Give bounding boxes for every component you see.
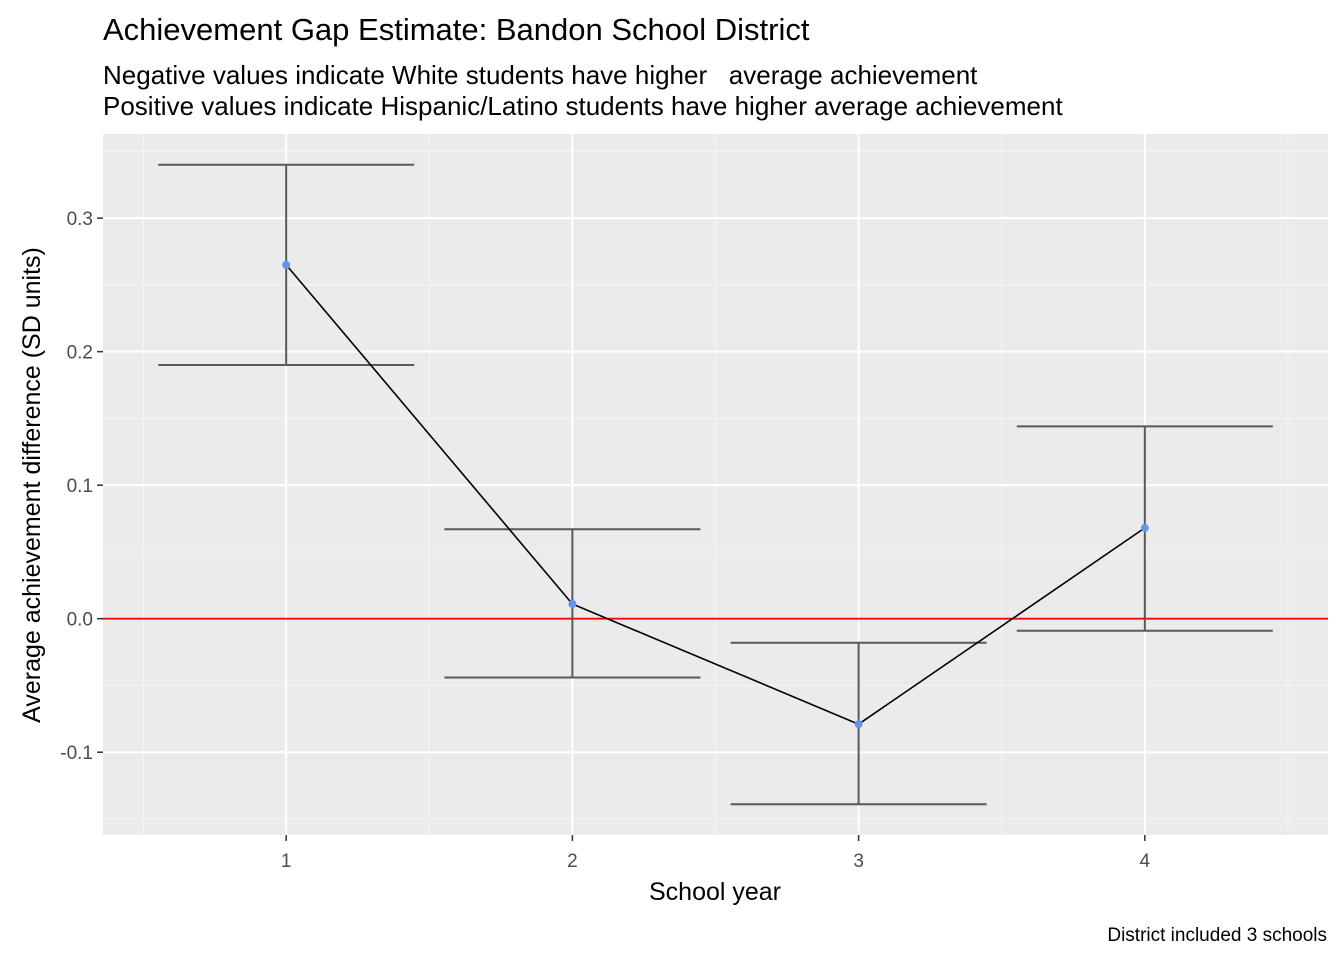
estimate-point <box>568 600 577 609</box>
chart-caption: District included 3 schools <box>1107 925 1327 946</box>
x-axis-ticks: 1 2 3 4 <box>281 835 1151 872</box>
y-tick-label: -0.1 <box>60 743 93 764</box>
chart-subtitle-line-2: Positive values indicate Hispanic/Latino… <box>103 91 1063 121</box>
x-axis-title: School year <box>649 878 781 906</box>
estimate-point <box>282 260 291 269</box>
line-layer <box>285 264 1146 726</box>
y-tick-label: 0.1 <box>67 476 93 497</box>
y-tick-label: 0.2 <box>67 343 93 364</box>
point-layer <box>282 260 1149 729</box>
x-tick-label: 3 <box>853 851 864 872</box>
x-tick-label: 1 <box>281 851 292 872</box>
x-tick-label: 2 <box>567 851 578 872</box>
y-axis-title: Average achievement difference (SD units… <box>18 247 46 723</box>
estimate-line <box>285 264 1146 726</box>
estimate-point <box>1140 523 1149 532</box>
x-tick-label: 4 <box>1140 851 1151 872</box>
y-axis-ticks: -0.1 0.0 0.1 0.2 0.3 <box>60 209 103 764</box>
estimate-point <box>854 720 863 729</box>
chart-subtitle-line-1: Negative values indicate White students … <box>103 60 978 90</box>
y-tick-label: 0.3 <box>67 209 93 230</box>
chart-title: Achievement Gap Estimate: Bandon School … <box>103 12 810 47</box>
y-tick-label: 0.0 <box>67 610 93 631</box>
